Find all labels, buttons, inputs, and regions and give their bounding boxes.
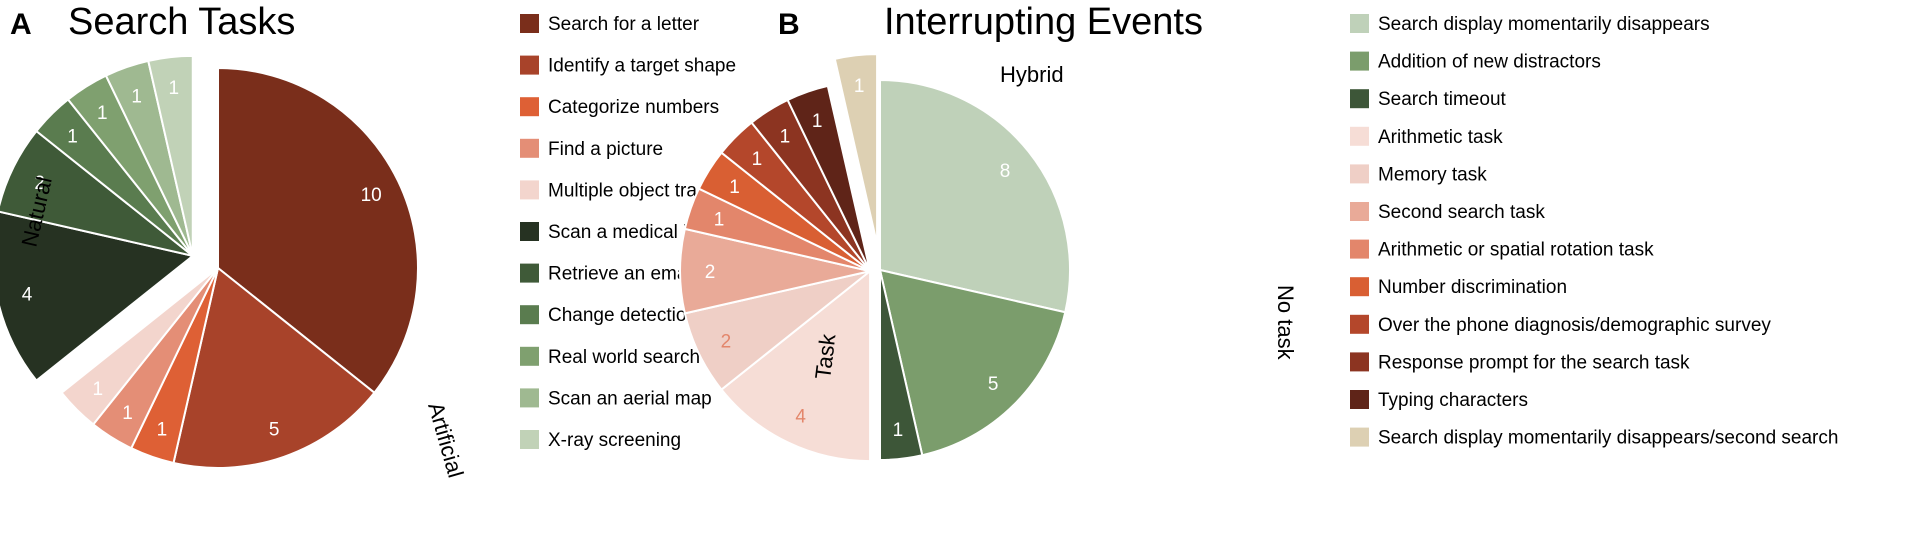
panel-b-group-label-task: Task	[810, 332, 840, 381]
slice-value-label-multiple-object-tracking: 1	[93, 379, 104, 400]
slice-value-label-search-timeout: 1	[893, 420, 904, 441]
legend-swatch-categorize-numbers	[520, 97, 539, 117]
slice-value-label-retrieve-an-email: 2	[34, 173, 45, 194]
panel-b-letter: B	[778, 8, 800, 41]
legend-swatch-response-prompt-for-the-search-task	[1350, 352, 1369, 372]
slice-value-label-arithmetic-or-spatial-rotation-task: 1	[714, 209, 725, 230]
legend-swatch-x-ray-screening	[520, 430, 539, 449]
legend-swatch-retrieve-an-email	[520, 263, 539, 283]
legend-swatch-memory-task	[1350, 164, 1369, 184]
panel-a-title: Search Tasks	[68, 1, 295, 43]
slice-value-label-over-the-phone-diagnosis-demographic-survey: 1	[752, 149, 763, 170]
slice-value-label-find-a-picture: 1	[122, 403, 133, 424]
legend-label-identify-a-target-shape: Identify a target shape	[548, 56, 736, 77]
legend-swatch-search-for-a-letter	[520, 14, 539, 33]
legend-swatch-number-discrimination	[1350, 277, 1369, 297]
legend-swatch-typing-characters	[1350, 390, 1369, 409]
slice-value-label-search-display-momentarily-disappears: 8	[1000, 161, 1011, 182]
panel-a-legend: Search for a letter Identify a target sha…	[520, 14, 741, 451]
legend-swatch-arithmetic-or-spatial-rotation-task	[1350, 239, 1369, 259]
slice-value-label-number-discrimination: 1	[729, 177, 740, 198]
legend-label-multiple-object-tracking: Multiple object tracking	[548, 180, 741, 201]
pie-slice-identify-a-target-shape	[172, 266, 376, 469]
legend-swatch-real-world-search	[520, 346, 539, 366]
slice-value-label-identify-a-target-shape: 5	[269, 419, 280, 440]
slice-value-label-categorize-numbers: 1	[157, 419, 168, 440]
legend-label-second-search-task: Second search task	[1378, 202, 1545, 223]
legend-label-typing-characters: Typing characters	[1378, 390, 1528, 411]
pie-slice-addition-of-new-distractors	[878, 268, 1067, 457]
legend-label-arithmetic-or-spatial-rotation-task: Arithmetic or spatial rotation task	[1378, 240, 1654, 261]
legend-swatch-scan-a-medical-image	[520, 222, 539, 241]
legend-swatch-search-display-momentarily-disappears-second-search	[1350, 427, 1369, 447]
panel-b-legend: Search display momentarily disappears Add…	[1350, 14, 1838, 449]
legend-label-response-prompt-for-the-search-task: Response prompt for the search task	[1378, 352, 1690, 373]
legend-swatch-second-search-task	[1350, 202, 1369, 221]
slice-value-label-memory-task: 2	[721, 332, 732, 353]
legend-label-scan-an-aerial-map: Scan an aerial map	[548, 388, 712, 409]
slice-value-label-search-for-a-letter: 10	[361, 185, 382, 206]
legend-swatch-search-display-momentarily-disappears	[1350, 14, 1369, 33]
legend-label-find-a-picture: Find a picture	[548, 139, 663, 160]
pie-slice-multiple-object-tracking	[60, 267, 219, 426]
panel-a-letter: A	[10, 8, 32, 41]
panel-b-group-label-no-task: No task	[1273, 285, 1298, 361]
legend-swatch-identify-a-target-shape	[520, 55, 539, 75]
slice-value-label-second-search-task: 2	[705, 262, 716, 283]
legend-swatch-change-detection-task	[520, 305, 539, 325]
legend-label-categorize-numbers: Categorize numbers	[548, 97, 719, 118]
pie-slice-arithmetic-task	[720, 269, 872, 463]
legend-label-search-display-momentarily-disappears: Search display momentarily disappears	[1378, 14, 1710, 35]
legend-label-search-display-momentarily-disappears-second-search: Search display momentarily disappears/se…	[1378, 428, 1838, 449]
slice-value-label-addition-of-new-distractors: 5	[988, 374, 999, 395]
legend-label-arithmetic-task: Arithmetic task	[1378, 127, 1503, 148]
legend-label-over-the-phone-diagnosis-demographic-survey: Over the phone diagnosis/demographic sur…	[1378, 315, 1771, 336]
slice-value-label-response-prompt-for-the-search-task: 1	[780, 127, 791, 148]
legend-label-search-for-a-letter: Search for a letter	[548, 14, 700, 35]
legend-label-memory-task: Memory task	[1378, 164, 1487, 185]
pie-slice-search-timeout	[879, 269, 924, 462]
pie-slice-x-ray-screening	[147, 54, 194, 257]
slice-value-label-arithmetic-task: 4	[795, 406, 806, 427]
panel-a-group-label-artificial: Artificial	[423, 399, 468, 480]
legend-label-real-world-search: Real world search	[548, 347, 700, 368]
slice-value-label-x-ray-screening: 1	[168, 78, 179, 99]
legend-swatch-search-timeout	[1350, 89, 1369, 109]
legend-label-addition-of-new-distractors: Addition of new distractors	[1378, 52, 1601, 73]
panel-b-group-label-hybrid: Hybrid	[1000, 62, 1064, 87]
slice-value-label-search-display-momentarily-disappears-second-search: 1	[854, 76, 865, 97]
slice-value-label-change-detection-task: 1	[67, 127, 78, 148]
pie-slice-typing-characters	[786, 84, 872, 272]
pie-slice-search-display-momentarily-disappears	[879, 78, 1071, 314]
slice-value-label-typing-characters: 1	[812, 111, 823, 132]
legend-swatch-over-the-phone-diagnosis-demographic-survey	[1350, 314, 1369, 334]
panel-b-title: Interrupting Events	[884, 1, 1203, 43]
slice-value-label-real-world-search: 1	[97, 103, 108, 124]
legend-label-x-ray-screening: X-ray screening	[548, 430, 681, 451]
slice-value-label-scan-a-medical-image: 4	[22, 285, 33, 306]
legend-label-search-timeout: Search timeout	[1378, 89, 1507, 110]
legend-swatch-find-a-picture	[520, 138, 539, 158]
pie-slice-search-display-momentarily-disappears-second-search	[833, 53, 879, 245]
legend-swatch-multiple-object-tracking	[520, 180, 539, 200]
pie-slice-scan-a-medical-image	[0, 210, 196, 382]
legend-label-retrieve-an-email: Retrieve an email	[548, 264, 696, 285]
legend-swatch-arithmetic-task	[1350, 126, 1369, 146]
pie-slice-search-for-a-letter	[217, 66, 419, 395]
slice-value-label-scan-an-aerial-map: 1	[131, 86, 142, 107]
legend-swatch-addition-of-new-distractors	[1350, 51, 1369, 71]
legend-label-number-discrimination: Number discrimination	[1378, 277, 1567, 298]
legend-swatch-scan-an-aerial-map	[520, 388, 539, 408]
